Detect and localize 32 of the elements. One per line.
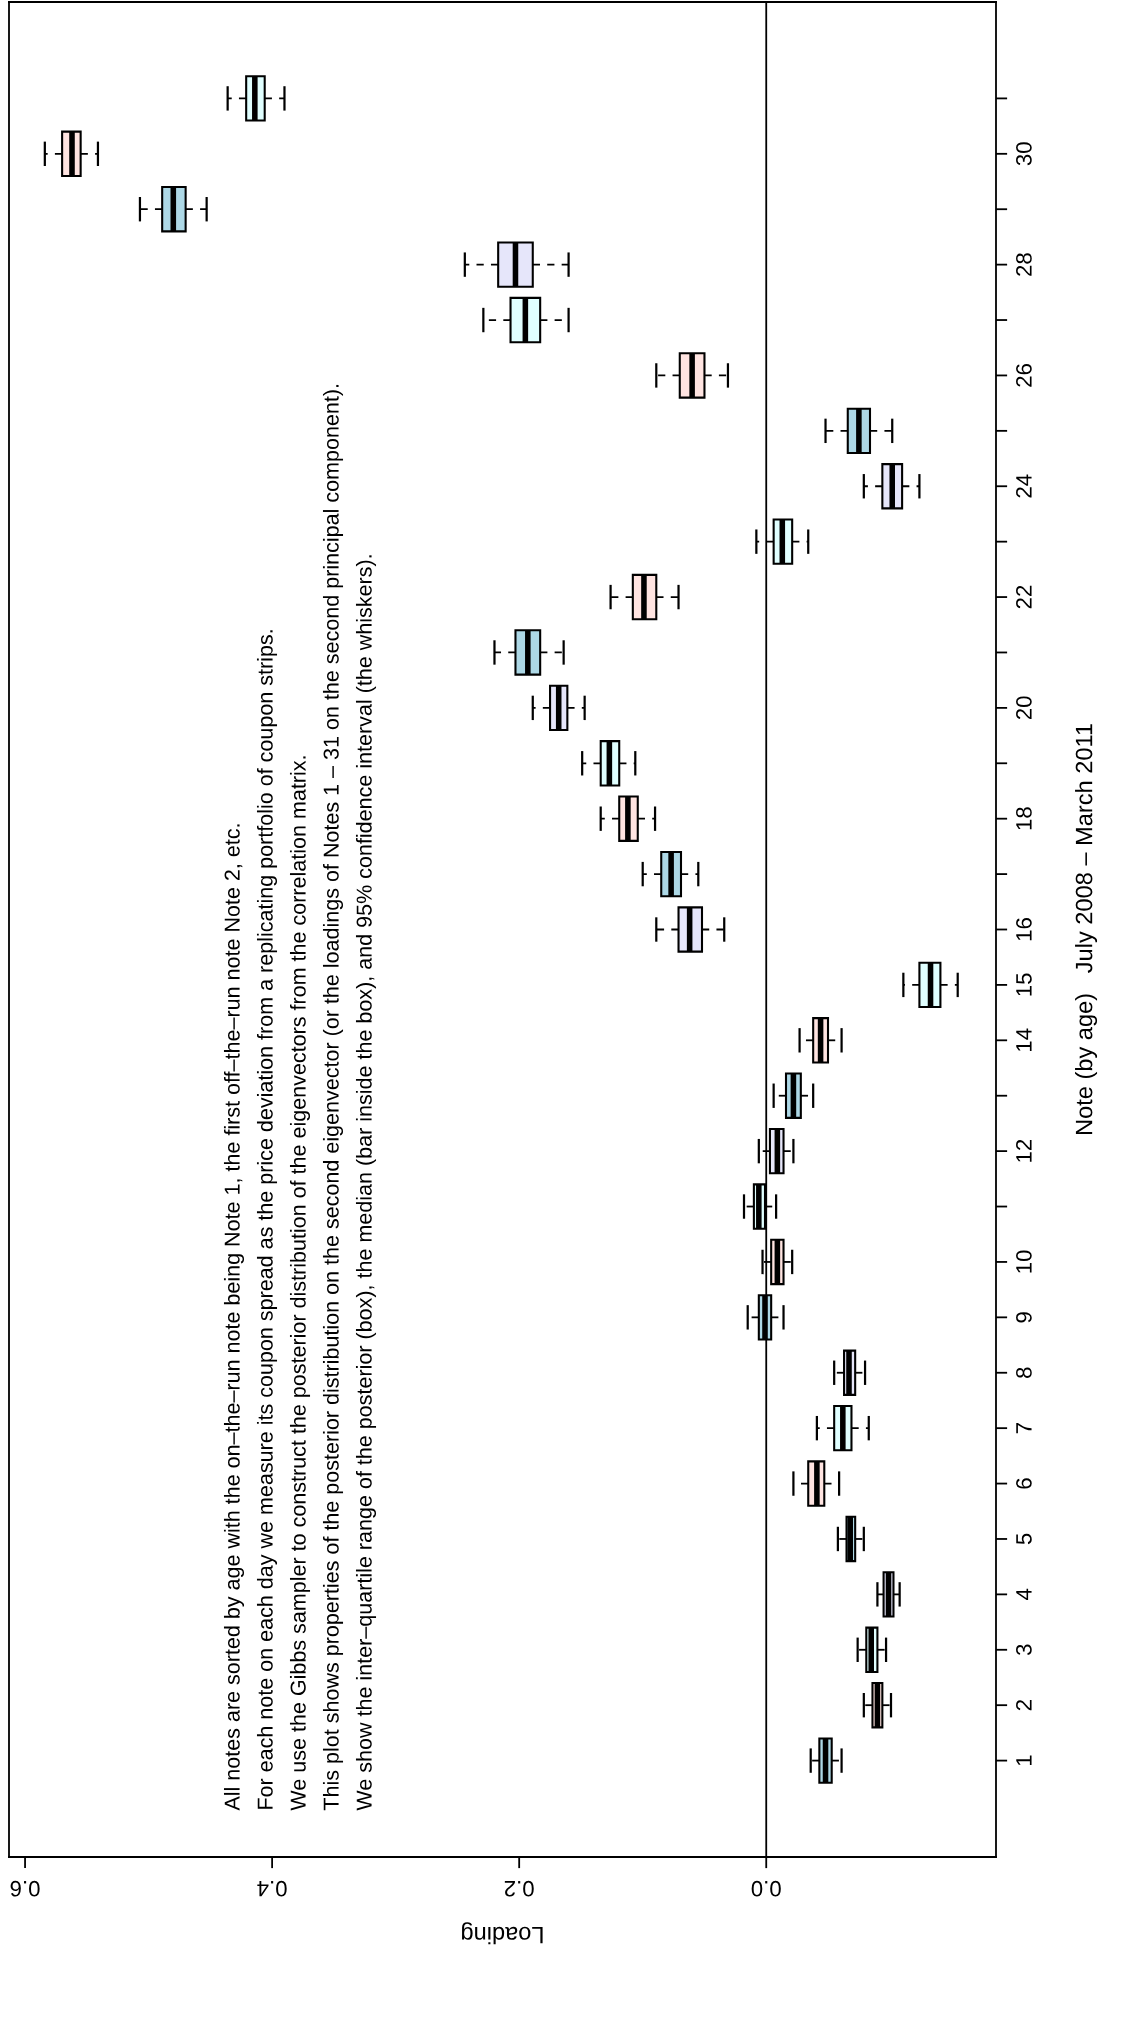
y-tick-label: 2 xyxy=(1016,1700,1032,1711)
y-tick-label: 15 xyxy=(1016,973,1032,996)
y-tick-label: 20 xyxy=(1016,696,1032,720)
y-tick-label: 6 xyxy=(1016,1478,1032,1489)
y-axis-title: Note (by age) July 2008 – March 2011 xyxy=(1075,724,1098,1135)
y-tick-label: 12 xyxy=(1016,1139,1032,1162)
y-tick-label: 30 xyxy=(1016,142,1032,166)
x-tick-label: 0.2 xyxy=(504,1880,534,1897)
y-tick-label: 8 xyxy=(1016,1367,1032,1378)
y-tick-label: 18 xyxy=(1016,807,1032,830)
x-axis-title: Loading xyxy=(462,1922,543,1945)
y-tick-label: 5 xyxy=(1016,1533,1032,1545)
y-tick-label: 26 xyxy=(1016,364,1032,387)
x-tick-label: 0.0 xyxy=(751,1880,781,1897)
y-tick-label: 4 xyxy=(1016,1588,1032,1601)
y-tick-label: 3 xyxy=(1016,1644,1032,1656)
annotation: For each note on each day we measure its coupon spread as the price deviation from a replicating portfolio of coupon strips. xyxy=(256,630,278,1809)
x-tick-label: 0.6 xyxy=(10,1880,40,1897)
y-tick-label: 9 xyxy=(1016,1312,1032,1323)
y-tick-label: 24 xyxy=(1016,474,1032,498)
annotation: We use the Gibbs sampler to construct the posterior distribution of the eigenvectors from the correlation matrix. xyxy=(289,756,311,1811)
annotation: All notes are sorted by age with the on–the–run note being Note 1, the first off–the–run note Note 2, etc. xyxy=(223,824,245,1811)
y-tick-label: 7 xyxy=(1016,1423,1032,1434)
y-tick-label: 1 xyxy=(1016,1755,1032,1766)
y-tick-label: 10 xyxy=(1016,1250,1032,1273)
annotation: We show the inter–quartile range of the posterior (box), the median (bar inside the box), and 95% confidence interval (the whiskers). xyxy=(355,555,377,1811)
y-tick-label: 16 xyxy=(1016,918,1032,941)
y-tick-label: 28 xyxy=(1016,253,1032,276)
annotation: This plot shows properties of the posterior distribution on the second eigenvector (or the loadings of Notes 1 – 31 on the second principal component). xyxy=(322,384,344,1811)
y-tick-label: 22 xyxy=(1016,585,1032,609)
x-tick-label: 0.4 xyxy=(257,1880,287,1897)
y-tick-label: 14 xyxy=(1016,1028,1032,1051)
